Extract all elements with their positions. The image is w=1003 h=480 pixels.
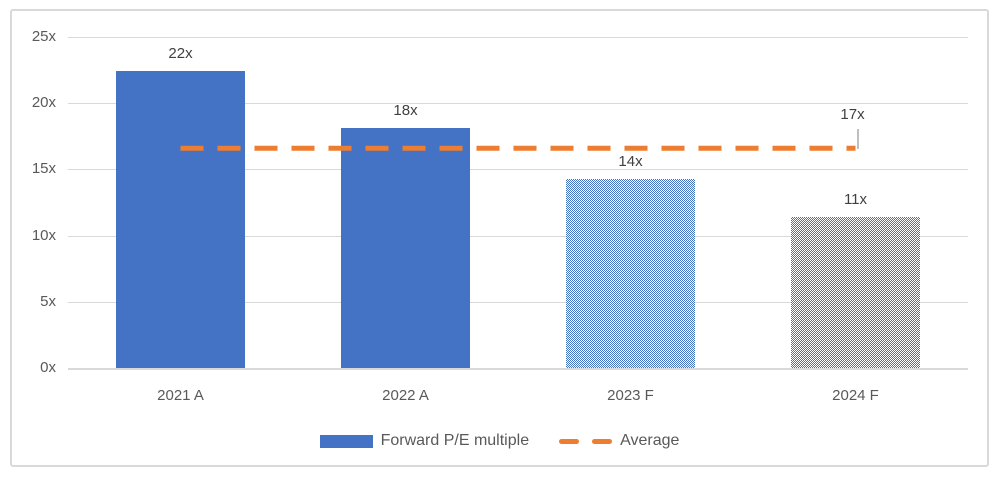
x-axis-category-label: 2021 A (157, 387, 204, 404)
bar-2022-a[interactable] (341, 128, 470, 368)
legend-bar-swatch-icon (319, 434, 373, 448)
bar-data-label: 22x (168, 45, 193, 63)
x-axis-category-label: 2024 F (832, 387, 879, 404)
y-axis-tick-label: 20x (31, 94, 56, 112)
x-axis-category-label: 2023 F (607, 387, 654, 404)
y-axis-tick-label: 10x (31, 226, 56, 244)
gridline-10x (68, 235, 968, 237)
average-dashed-line[interactable] (68, 37, 968, 368)
legend-label-forward-pe-multiple: Forward P/E multiple (380, 432, 530, 449)
gridline-5x (68, 301, 968, 303)
gridline-25x (68, 37, 968, 38)
y-axis-tick-label: 25x (31, 28, 56, 45)
legend-label-average: Average (620, 432, 680, 449)
y-axis-tick-label: 5x (40, 292, 56, 310)
bar-2021-a[interactable] (116, 71, 245, 368)
legend-dash-swatch-icon (559, 438, 613, 444)
y-axis-tick-label: 15x (31, 160, 56, 178)
gridline-20x (68, 103, 968, 105)
legend: Forward P/E multiple Average (12, 430, 987, 452)
bar-data-label: 18x (393, 102, 418, 120)
bar-data-label: 14x (618, 152, 643, 170)
average-label-leader-line (856, 129, 859, 150)
y-axis: 25x 20x 15x 10x 5x 0x (12, 28, 56, 376)
legend-item-forward-pe-multiple[interactable]: Forward P/E multiple (319, 432, 530, 450)
gridline-15x (68, 169, 968, 171)
y-axis-tick-label: 0x (40, 359, 56, 376)
legend-item-average[interactable]: Average (559, 432, 679, 450)
bar-2024-f[interactable] (791, 217, 920, 368)
bar-2023-f[interactable] (566, 178, 695, 368)
x-axis-category-label: 2022 A (382, 387, 429, 404)
chart-frame: 25x 20x 15x 10x 5x 0x 22x 2021 A 18x 2022 A 14x 20… (10, 9, 989, 467)
plot-area: 22x 2021 A 18x 2022 A 14x 2023 F 11x 2024 F 17x (68, 37, 968, 404)
average-data-label: 17x (840, 106, 865, 124)
bar-data-label: 11x (843, 191, 868, 209)
